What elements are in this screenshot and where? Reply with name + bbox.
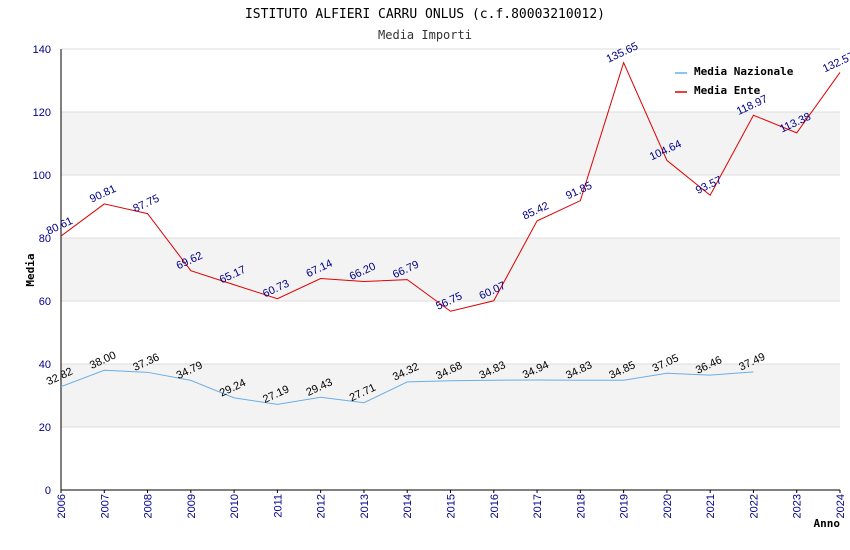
y-tick-label: 60 [39,296,51,308]
legend-label-media-nazionale: Media Nazionale [694,65,794,78]
y-tick-label: 40 [39,359,51,371]
y-tick-label: 100 [33,170,51,182]
chart-title: ISTITUTO ALFIERI CARRU ONLUS (c.f.800032… [245,7,605,22]
grid-band [61,112,840,175]
y-axis-label: Media [24,253,37,286]
x-tick-label: 2021 [705,494,717,518]
x-tick-label: 2008 [143,494,155,518]
y-tick-label: 0 [45,485,51,497]
y-tick-label: 140 [33,44,51,56]
x-tick-label: 2006 [56,494,68,518]
x-tick-label: 2022 [748,494,760,518]
legend-item-media-ente: Media Ente [675,84,761,97]
x-tick-labels: 2006 2007 2008 2009 2010 2011 2012 2013 2014 2015… [56,490,847,518]
data-label: 87.75 [131,193,161,216]
y-tick-label: 120 [33,107,51,119]
chart-subtitle: Media Importi [378,28,472,42]
grid-band [61,238,840,301]
grid-band [61,364,840,427]
x-tick-label: 2020 [662,494,674,518]
x-tick-label: 2009 [186,494,198,518]
data-label: 93.57 [694,174,724,197]
series-line-media-nazionale [60,369,754,405]
x-tick-label: 2016 [489,494,501,518]
data-label: 135.65 [605,40,641,65]
data-label: 132.57 [821,50,850,75]
series-line-media-ente [60,61,841,312]
x-tick-label: 2024 [835,494,847,518]
legend-label-media-ente: Media Ente [694,84,761,97]
x-tick-label: 2007 [99,494,111,518]
data-label: 85.42 [521,200,551,223]
x-tick-label: 2011 [272,494,284,518]
x-tick-label: 2013 [359,494,371,518]
legend: Media Nazionale Media Ente [675,65,794,97]
x-tick-label: 2012 [316,494,328,518]
x-tick-label: 2014 [402,494,414,518]
y-tick-labels: 0 20 40 60 80 100 120 140 [33,44,51,497]
data-label: 90.81 [88,183,118,206]
grid-lines [61,48,840,428]
y-tick-label: 20 [39,422,51,434]
x-tick-label: 2015 [446,494,458,518]
x-tick-label: 2017 [532,494,544,518]
x-axis-label: Anno [814,517,841,530]
series-layer [60,61,841,405]
x-tick-label: 2010 [229,494,241,518]
y-tick-label: 80 [39,233,51,245]
grid-bands [61,112,840,427]
x-tick-label: 2023 [792,494,804,518]
x-tick-label: 2019 [619,494,631,518]
data-label: 91.85 [564,180,594,203]
data-label: 80.61 [45,215,75,238]
x-tick-label: 2018 [575,494,587,518]
legend-item-media-nazionale: Media Nazionale [675,65,794,78]
